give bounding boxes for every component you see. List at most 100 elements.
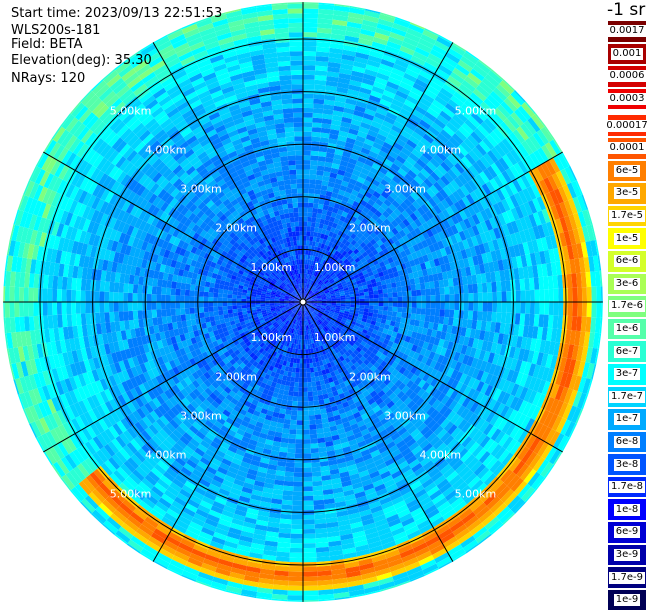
ppi-cell: [379, 298, 384, 302]
ppi-cell: [290, 381, 295, 386]
ppi-cell: [387, 288, 392, 293]
ppi-cell: [303, 198, 308, 203]
ppi-cell: [373, 309, 378, 313]
ppi-cell: [305, 250, 308, 255]
ppi-cell: [295, 444, 303, 449]
ppi-cell: [282, 500, 293, 506]
ppi-cell: [382, 310, 387, 315]
ppi-cell: [483, 292, 488, 302]
ppi-cell: [294, 472, 303, 477]
ppi-cell: [307, 382, 312, 387]
ppi-cell: [303, 501, 314, 506]
ppi-cell: [309, 184, 315, 189]
ppi-cell: [315, 414, 322, 419]
ppi-cell: [303, 80, 315, 85]
ppi-cell: [313, 198, 319, 203]
ppi-cell: [292, 515, 303, 520]
ppi-cell: [316, 424, 323, 430]
ppi-cell: [303, 387, 308, 392]
ppi-cell: [296, 368, 300, 373]
ppi-cell: [492, 292, 497, 302]
ppi-cell: [288, 576, 303, 581]
ppi-cell: [308, 396, 313, 401]
ppi-cell: [312, 208, 317, 213]
ppi-cell: [303, 486, 313, 491]
ppi-cell: [596, 302, 601, 318]
ppi-cell: [434, 281, 440, 289]
ppi-cell: [444, 287, 449, 295]
ppi-cell: [315, 419, 322, 425]
ppi-cell: [429, 315, 435, 322]
ppi-cell: [311, 377, 316, 382]
ppi-cell: [290, 424, 297, 429]
ppi-cell: [292, 367, 296, 372]
ppi-cell: [303, 425, 310, 430]
ppi-cell: [303, 524, 315, 529]
ppi-cell: [473, 302, 478, 311]
ppi-cell: [298, 387, 303, 392]
ppi-cell: [369, 305, 374, 309]
ppi-cell: [558, 302, 563, 316]
ppi-cell: [378, 306, 383, 310]
ppi-cell: [350, 304, 355, 307]
ppi-cell: [287, 400, 293, 405]
ppi-cell: [313, 113, 323, 118]
ppi-cell: [426, 302, 431, 309]
ppi-cell: [420, 283, 426, 290]
ppi-cell: [303, 174, 310, 179]
ppi-cell: [303, 557, 317, 562]
ppi-cell: [303, 108, 313, 113]
ppi-cell: [310, 170, 317, 175]
ppi-cell: [303, 51, 316, 56]
ppi-cell: [290, 377, 295, 382]
ppi-cell: [303, 515, 314, 520]
ppi-cell: [297, 358, 300, 363]
ppi-cell: [591, 287, 596, 302]
ppi-cell: [319, 199, 325, 205]
ppi-cell: [396, 317, 402, 323]
ppi-cell: [391, 282, 397, 288]
ppi-cell: [285, 471, 294, 476]
ppi-cell: [450, 294, 455, 302]
ppi-cell: [539, 289, 544, 302]
ppi-cell: [477, 311, 482, 321]
ppi-cell: [294, 467, 303, 472]
ppi-cell: [374, 306, 379, 310]
ppi-cell: [303, 430, 310, 435]
ppi-cell: [430, 288, 435, 295]
ppi-cell: [310, 439, 318, 444]
ppi-cell: [303, 151, 311, 156]
ppi-cell: [310, 434, 317, 439]
ppi-cell: [582, 287, 587, 302]
ppi-cell: [444, 309, 449, 317]
ppi-cell: [378, 294, 383, 298]
ppi-cell: [501, 312, 507, 323]
ppi-cell: [303, 467, 312, 472]
ppi-cell: [292, 501, 303, 506]
ppi-cell: [307, 222, 311, 227]
ppi-cell: [303, 184, 309, 189]
ppi-cell: [303, 13, 318, 18]
ppi-cell: [306, 363, 310, 368]
ppi-cell: [373, 290, 378, 294]
ppi-cell: [534, 314, 540, 327]
ppi-cell: [392, 292, 397, 297]
ppi-cell: [303, 113, 313, 118]
ppi-cell: [502, 302, 507, 313]
ppi-cell: [288, 391, 293, 396]
ppi-cell: [416, 290, 421, 296]
ppi-cell: [311, 457, 320, 462]
ppi-cell: [303, 463, 312, 468]
ppi-cell: [496, 312, 502, 323]
ppi-cell: [303, 505, 314, 510]
ppi-cell: [303, 538, 316, 543]
ppi-cell: [539, 302, 544, 315]
ppi-cell: [464, 293, 469, 302]
ppi-cell: [421, 296, 426, 302]
ppi-cell: [316, 542, 329, 548]
ppi-cell: [303, 590, 318, 595]
ppi-cell: [364, 305, 369, 309]
ppi-cell: [311, 453, 319, 458]
ppi-cell: [303, 477, 312, 482]
ppi-cell: [313, 490, 323, 496]
